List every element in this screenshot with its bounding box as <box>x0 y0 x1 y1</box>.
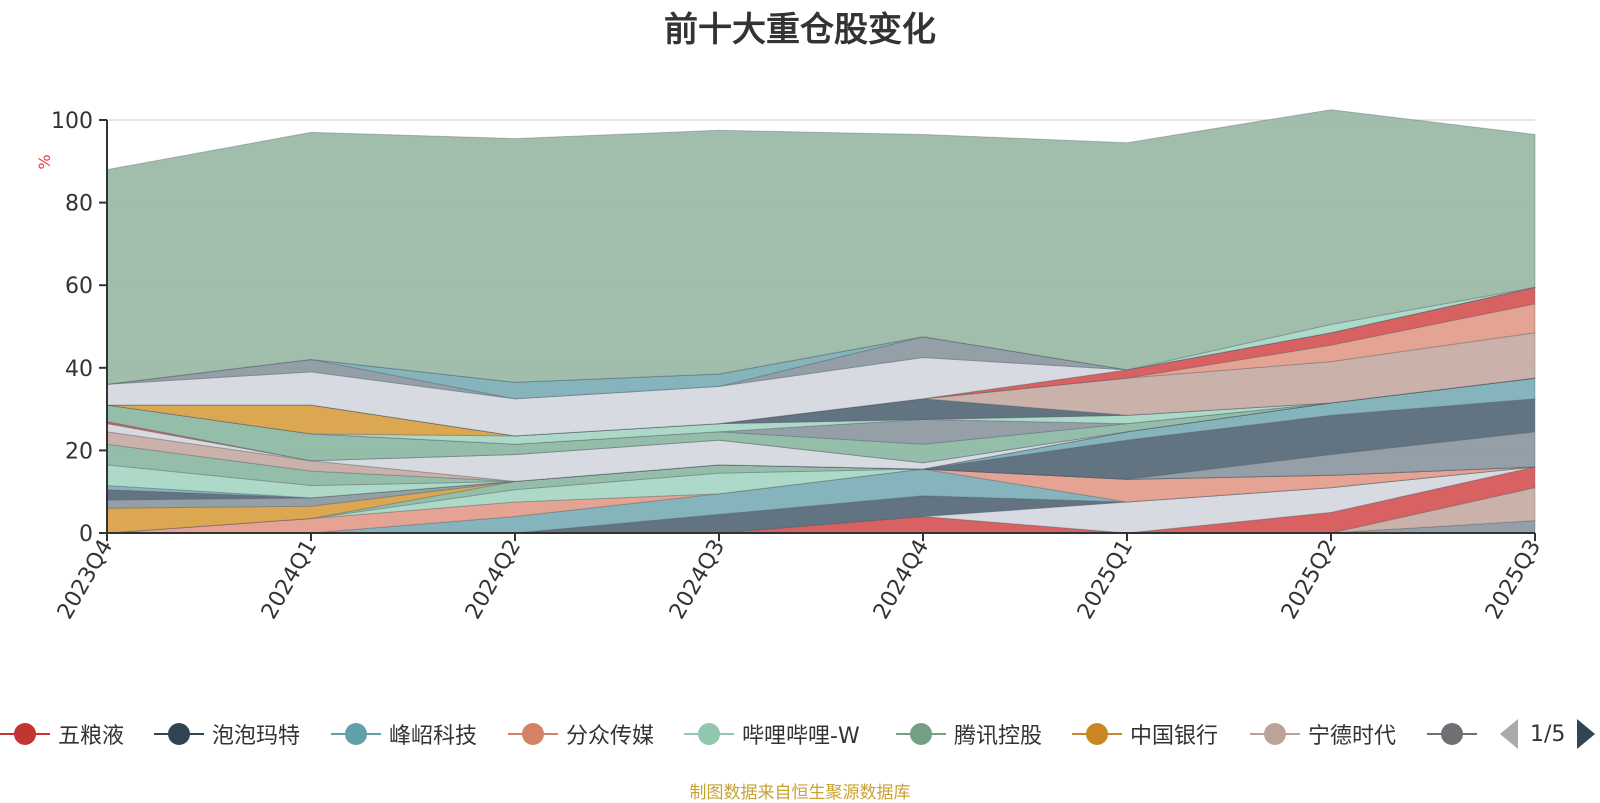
y-tick-label: 40 <box>65 357 93 382</box>
legend-label: 腾讯控股 <box>954 724 1043 749</box>
legend-item-6[interactable]: 中国银行 <box>1072 714 1218 754</box>
x-tick-label: 2024Q3 <box>665 536 730 624</box>
legend-item-1[interactable]: 泡泡玛特 <box>154 714 300 754</box>
legend-label: 五粮液 <box>58 724 125 749</box>
legend-marker-icon <box>1072 719 1122 749</box>
legend-marker-icon <box>896 719 946 749</box>
legend-label: 泡泡玛特 <box>212 724 301 749</box>
y-tick-label: 0 <box>79 522 93 547</box>
y-tick-label: 60 <box>65 274 93 299</box>
x-tick-label: 2024Q4 <box>869 536 934 624</box>
legend-label: 中国银行 <box>1130 724 1219 749</box>
x-tick-label: 2025Q1 <box>1073 536 1138 624</box>
y-tick-label: 20 <box>65 439 93 464</box>
area-series[interactable] <box>106 109 1536 534</box>
x-tick-label: 2025Q2 <box>1277 536 1342 624</box>
x-tick-label: 2024Q1 <box>257 536 322 624</box>
legend-item-5[interactable]: 腾讯控股 <box>896 714 1042 754</box>
legend-marker-icon <box>1250 719 1300 749</box>
legend-pager: 1/5 <box>1500 714 1596 754</box>
legend-marker-icon <box>1427 719 1477 749</box>
legend-item-7[interactable]: 宁德时代 <box>1250 714 1396 754</box>
legend-marker-icon <box>331 719 381 749</box>
chart-title: 前十大重仓股变化 <box>664 10 936 50</box>
legend-label: 分众传媒 <box>566 724 655 749</box>
legend-marker-icon <box>684 719 734 749</box>
x-tick-label: 2023Q4 <box>53 536 118 624</box>
legend-marker-icon <box>508 719 558 749</box>
source-note: 制图数据来自恒生聚源数据库 <box>689 783 911 803</box>
x-tick-label: 2024Q2 <box>461 536 526 624</box>
y-tick-label: 100 <box>51 109 93 134</box>
legend-prev-page-icon[interactable] <box>1500 719 1518 749</box>
legend-item-3[interactable]: 分众传媒 <box>508 714 654 754</box>
y-tick-label: 80 <box>65 192 93 217</box>
legend-next-page-icon[interactable] <box>1577 719 1596 749</box>
legend-marker-icon <box>154 719 204 749</box>
legend-item-2[interactable]: 峰岹科技 <box>331 714 477 754</box>
area-series-30[interactable] <box>106 109 1536 385</box>
legend-item-8[interactable] <box>1427 714 1485 754</box>
legend-label: 峰岹科技 <box>389 724 478 749</box>
legend-item-0[interactable]: 五粮液 <box>0 714 124 754</box>
x-tick-label: 2025Q3 <box>1481 536 1546 624</box>
stacked-area-chart: 0 20 40 60 80 100% 2023Q4 2024Q1 2024Q2 2024Q3 202… <box>35 109 1546 624</box>
legend-page-indicator: 1/5 <box>1530 721 1566 747</box>
legend-label: 哔哩哔哩-W <box>742 724 860 749</box>
legend: 1/5 五粮液 泡泡玛特 峰岹科技 分众传媒 哔哩哔哩-W 腾讯控股 中国银行 宁德时代 <box>0 714 1600 754</box>
legend-marker-icon <box>0 719 50 749</box>
legend-item-4[interactable]: 哔哩哔哩-W <box>684 714 860 754</box>
legend-label: 宁德时代 <box>1308 724 1397 749</box>
y-axis-label: % <box>35 154 54 169</box>
